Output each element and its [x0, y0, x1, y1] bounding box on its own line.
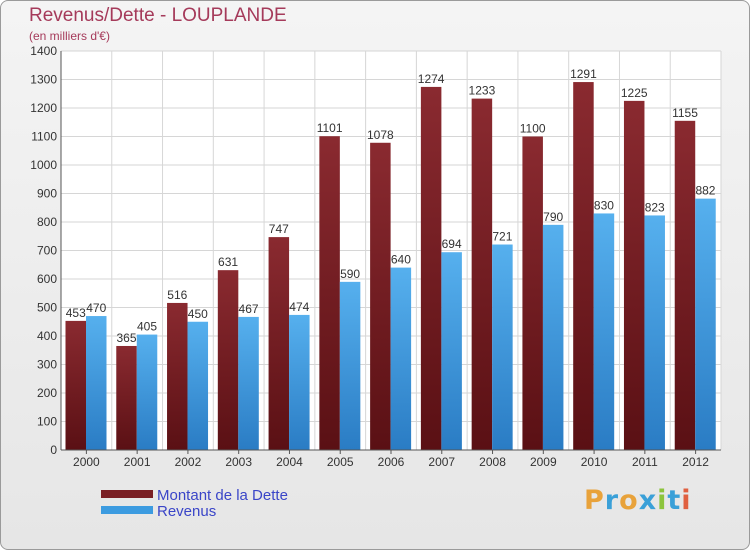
- data-label-revenus: 474: [289, 300, 309, 314]
- data-label-dette: 1078: [367, 128, 394, 142]
- x-tick-label: 2000: [73, 455, 100, 469]
- bar-revenus-2004: [289, 314, 310, 450]
- bar-revenus-2003: [238, 316, 259, 450]
- x-tick-label: 2009: [530, 455, 557, 469]
- bar-dette-2012: [674, 120, 696, 450]
- data-label-revenus: 640: [391, 253, 411, 267]
- bar-revenus-2008: [492, 244, 513, 450]
- data-label-revenus: 694: [442, 237, 462, 251]
- x-tick-label: 2001: [124, 455, 151, 469]
- legend-swatch-revenus: [101, 506, 153, 514]
- x-tick-label: 2002: [175, 455, 202, 469]
- y-tick-label: 200: [37, 386, 57, 400]
- bar-dette-2004: [268, 237, 290, 450]
- logo-letter: i: [681, 485, 692, 516]
- x-tick-label: 2010: [581, 455, 608, 469]
- data-label-revenus: 467: [239, 302, 259, 316]
- legend-swatch-dette: [101, 490, 153, 498]
- bar-dette-2010: [573, 82, 594, 450]
- bar-dette-2003: [217, 270, 239, 450]
- proxiti-logo: Proxiti: [584, 485, 692, 516]
- y-tick-label: 0: [50, 443, 57, 457]
- logo-letter: x: [638, 485, 658, 516]
- y-tick-label: 1100: [31, 130, 57, 144]
- data-label-revenus: 790: [543, 210, 563, 224]
- bar-revenus-2009: [542, 224, 564, 450]
- bar-dette-2008: [471, 98, 493, 450]
- y-tick-label: 1400: [30, 44, 57, 58]
- data-label-revenus: 590: [340, 267, 360, 281]
- x-tick-label: 2006: [378, 455, 405, 469]
- y-tick-label: 900: [37, 187, 57, 201]
- x-tick-label: 2005: [327, 455, 354, 469]
- data-label-dette: 1100: [520, 122, 546, 136]
- bar-revenus-2010: [593, 213, 615, 450]
- bar-dette-2000: [65, 320, 86, 450]
- data-label-dette: 516: [167, 288, 187, 302]
- data-label-revenus: 450: [188, 307, 208, 321]
- data-label-dette: 453: [66, 306, 86, 320]
- bar-revenus-2006: [390, 267, 412, 450]
- bar-revenus-2007: [441, 252, 462, 450]
- bar-revenus-2012: [695, 198, 716, 450]
- x-tick-label: 2011: [632, 455, 658, 469]
- data-label-dette: 1225: [621, 86, 648, 100]
- data-label-revenus: 830: [594, 198, 614, 212]
- data-label-dette: 365: [117, 331, 137, 345]
- chart-subtitle: (en milliers d'€): [29, 29, 110, 43]
- y-tick-label: 500: [37, 301, 57, 315]
- bar-revenus-2011: [644, 215, 665, 450]
- data-label-dette: 1233: [469, 84, 496, 98]
- x-tick-label: 2003: [225, 455, 252, 469]
- logo-letter: t: [667, 485, 682, 516]
- bar-dette-2011: [623, 100, 645, 450]
- logo-letter: i: [657, 485, 668, 516]
- data-label-revenus: 405: [137, 320, 157, 334]
- y-tick-label: 1300: [30, 73, 57, 87]
- data-label-revenus: 882: [695, 184, 715, 198]
- legend-label-dette: Montant de la Dette: [157, 487, 288, 504]
- bar-revenus-2005: [339, 281, 361, 450]
- logo-letter: P: [584, 485, 605, 516]
- bar-dette-2009: [522, 136, 543, 450]
- y-tick-label: 100: [37, 415, 57, 429]
- data-label-dette: 1155: [672, 106, 698, 120]
- data-label-revenus: 721: [492, 230, 512, 244]
- logo-letter: o: [619, 485, 639, 516]
- y-tick-label: 300: [37, 358, 57, 372]
- data-label-dette: 747: [269, 222, 289, 236]
- y-tick-label: 800: [37, 215, 57, 229]
- data-label-dette: 1274: [418, 72, 445, 86]
- x-tick-label: 2004: [276, 455, 303, 469]
- bar-revenus-2002: [187, 321, 209, 450]
- x-tick-label: 2007: [428, 455, 455, 469]
- x-tick-label: 2012: [682, 455, 709, 469]
- logo-letter: r: [604, 485, 620, 516]
- data-label-revenus: 823: [645, 200, 665, 214]
- bar-dette-2002: [167, 302, 188, 450]
- y-tick-label: 700: [37, 244, 57, 258]
- legend-label-revenus: Revenus: [157, 503, 217, 520]
- x-tick-label: 2008: [479, 455, 506, 469]
- bar-revenus-2000: [86, 316, 107, 450]
- data-label-dette: 1101: [317, 121, 343, 135]
- y-tick-label: 400: [37, 329, 57, 343]
- bar-revenus-2001: [136, 334, 158, 450]
- bar-dette-2005: [319, 136, 340, 450]
- data-label-dette: 631: [218, 255, 238, 269]
- bar-dette-2001: [116, 345, 137, 450]
- y-tick-label: 600: [37, 272, 57, 286]
- data-label-dette: 1291: [570, 67, 597, 81]
- y-tick-label: 1000: [30, 158, 57, 172]
- bar-dette-2006: [370, 142, 391, 450]
- chart-title: Revenus/Dette - LOUPLANDE: [29, 5, 287, 26]
- bar-dette-2007: [420, 86, 442, 450]
- y-tick-label: 1200: [30, 101, 57, 115]
- data-label-revenus: 470: [86, 301, 106, 315]
